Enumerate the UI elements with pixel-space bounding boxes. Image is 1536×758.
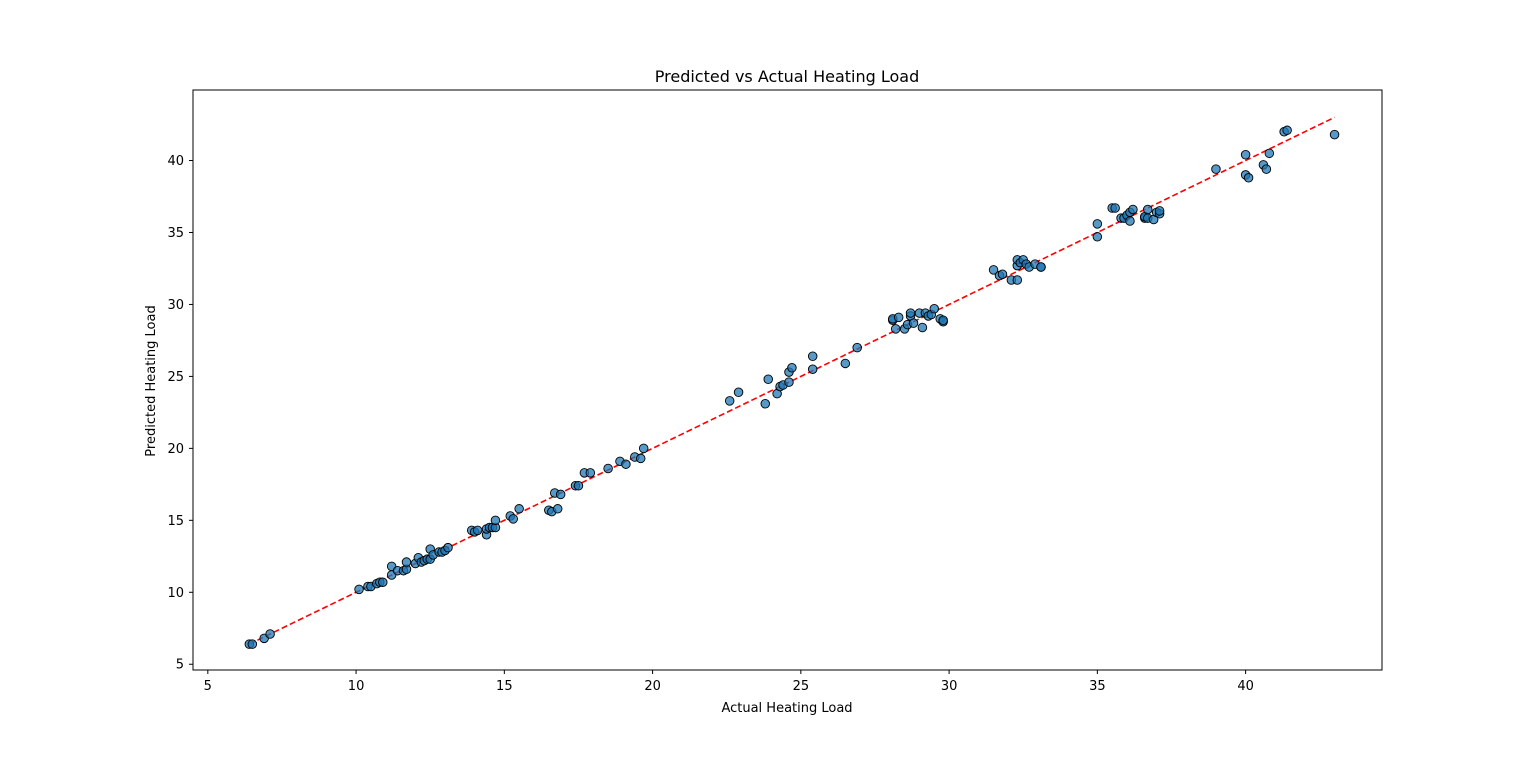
data-point <box>1329 129 1340 140</box>
y-tick-label: 15 <box>167 514 184 529</box>
data-point <box>552 504 563 514</box>
y-tick-label: 25 <box>167 370 184 385</box>
plot-frame <box>192 89 1383 671</box>
data-point <box>1264 148 1275 159</box>
data-point <box>840 358 851 369</box>
y-axis: 5 10 15 20 25 30 35 40 <box>167 154 193 673</box>
data-point <box>929 304 940 314</box>
data-point <box>378 577 388 587</box>
data-point <box>807 351 818 362</box>
data-point <box>1092 232 1103 242</box>
data-point <box>1110 203 1120 213</box>
data-point <box>585 468 596 478</box>
data-point <box>1211 164 1221 174</box>
data-point <box>573 481 584 491</box>
data-point <box>621 459 631 469</box>
x-tick-label: 20 <box>644 679 661 694</box>
data-point <box>1240 150 1251 160</box>
y-tick-label: 30 <box>167 298 184 313</box>
x-tick-label: 40 <box>1237 679 1254 694</box>
y-tick-label: 10 <box>167 586 184 601</box>
data-point <box>443 542 453 553</box>
data-point <box>784 377 794 387</box>
data-point <box>635 453 646 464</box>
y-tick-label: 35 <box>167 226 184 241</box>
data-point <box>1261 164 1272 174</box>
data-point <box>354 584 364 595</box>
data-point <box>893 312 904 323</box>
data-point <box>490 515 501 526</box>
data-point <box>638 443 649 454</box>
y-tick-label: 40 <box>167 154 184 169</box>
data-point <box>787 363 797 373</box>
plot-area <box>244 116 1340 649</box>
data-point <box>1282 125 1292 136</box>
data-point <box>997 269 1008 279</box>
data-point <box>472 525 483 536</box>
data-point <box>852 342 862 353</box>
data-point <box>908 318 919 328</box>
data-point <box>905 308 916 318</box>
data-point <box>514 504 524 514</box>
data-point <box>247 639 258 649</box>
y-tick-label: 5 <box>176 658 184 673</box>
x-tick-label: 25 <box>793 679 810 694</box>
data-point <box>763 374 773 385</box>
data-point <box>555 489 566 500</box>
data-point <box>401 557 412 567</box>
data-point <box>1154 206 1165 216</box>
data-point <box>603 463 613 474</box>
data-point <box>1036 262 1046 272</box>
data-point <box>1143 204 1153 215</box>
data-point <box>938 315 948 326</box>
data-point <box>917 322 928 333</box>
data-point <box>724 396 735 406</box>
data-point <box>807 364 818 374</box>
data-point <box>1092 219 1103 229</box>
data-point <box>1128 204 1138 215</box>
y-tick-label: 20 <box>167 442 184 457</box>
data-point <box>733 387 744 397</box>
x-tick-label: 5 <box>204 679 212 694</box>
x-tick-label: 10 <box>348 679 365 694</box>
data-point <box>1012 275 1023 285</box>
data-point <box>508 514 518 524</box>
data-point <box>760 398 771 409</box>
data-point <box>988 265 999 275</box>
x-axis: 5 10 15 20 25 30 35 40 <box>204 670 1254 694</box>
data-point <box>1243 173 1254 183</box>
x-axis-label: Actual Heating Load <box>721 701 852 716</box>
y-axis-label: Predicted Heating Load <box>144 305 159 456</box>
x-tick-label: 15 <box>496 679 513 694</box>
data-point <box>265 629 275 639</box>
x-tick-label: 30 <box>941 679 958 694</box>
data-point <box>890 324 901 334</box>
chart-title: Predicted vs Actual Heating Load <box>655 67 919 86</box>
x-tick-label: 35 <box>1089 679 1106 694</box>
data-point <box>1125 216 1135 226</box>
